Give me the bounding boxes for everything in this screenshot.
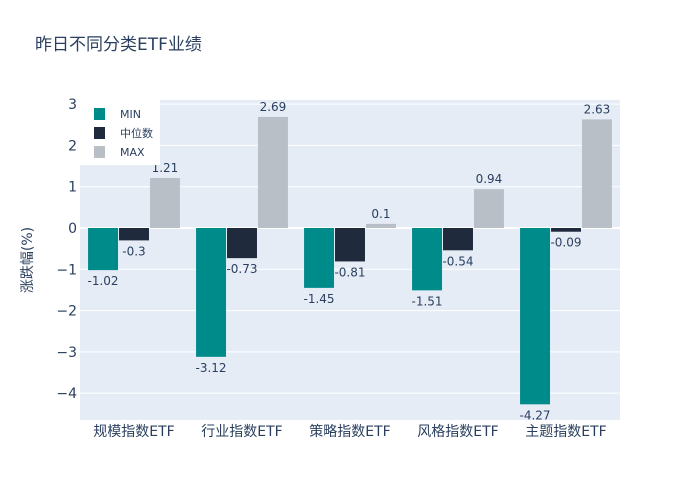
bar-data-label: -0.81 <box>334 265 365 279</box>
legend-swatch[interactable] <box>94 108 105 120</box>
bar[interactable] <box>196 228 227 357</box>
y-tick-label: −2 <box>56 304 77 320</box>
y-tick-label: 2 <box>68 138 77 154</box>
x-tick-label: 规模指数ETF <box>93 424 174 440</box>
legend-background <box>80 100 160 165</box>
legend[interactable]: MIN 中位数 MAX <box>80 100 160 165</box>
x-tick-label: 主题指数ETF <box>525 424 606 440</box>
legend-label[interactable]: MAX <box>120 146 145 159</box>
bar-data-label: 2.69 <box>260 100 287 114</box>
y-tick-label: 1 <box>68 180 77 196</box>
legend-label[interactable]: MIN <box>120 108 141 121</box>
bar[interactable] <box>473 189 504 228</box>
bar[interactable] <box>149 178 180 228</box>
data-labels: -1.02-0.31.21-3.12-0.732.69-1.45-0.810.1… <box>88 100 611 422</box>
bar[interactable] <box>443 228 473 251</box>
y-tick-label: 0 <box>68 221 77 237</box>
bar-data-label: -1.51 <box>412 294 443 308</box>
x-tick-label: 策略指数ETF <box>309 423 390 440</box>
bar[interactable] <box>257 116 288 228</box>
bar[interactable] <box>335 228 365 262</box>
bar-data-label: -4.27 <box>520 408 551 422</box>
bar-data-label: -1.45 <box>304 292 335 306</box>
x-axis: 规模指数ETF 行业指数ETF 策略指数ETF 风格指数ETF 主题指数ETF <box>93 423 606 440</box>
y-tick-label: −3 <box>56 345 77 361</box>
bar-data-label: -0.09 <box>550 236 581 250</box>
y-tick-label: −1 <box>56 262 77 278</box>
y-axis-title: 涨跌幅(%) <box>20 227 36 293</box>
bar-data-label: -3.12 <box>196 361 227 375</box>
legend-swatch[interactable] <box>94 146 105 158</box>
bar-data-label: 2.63 <box>584 102 611 116</box>
bar-data-label: -1.02 <box>88 274 119 288</box>
x-tick-label: 行业指数ETF <box>201 424 282 440</box>
bar-data-label: -0.3 <box>122 244 145 258</box>
bar[interactable] <box>551 228 581 232</box>
bar[interactable] <box>520 228 551 405</box>
bar-data-label: 0.94 <box>476 172 503 186</box>
legend-label[interactable]: 中位数 <box>120 126 153 140</box>
bar[interactable] <box>412 228 443 291</box>
chart-title: 昨日不同分类ETF业绩 <box>35 35 202 55</box>
y-tick-label: 3 <box>68 97 77 113</box>
bar[interactable] <box>88 228 119 271</box>
x-tick-label: 风格指数ETF <box>417 424 498 440</box>
bar[interactable] <box>119 228 149 241</box>
bar[interactable] <box>365 223 396 228</box>
bar-data-label: -0.54 <box>442 254 473 268</box>
y-axis: 3 2 1 0 −1 −2 −3 −4 <box>56 97 77 402</box>
bar-data-label: 0.1 <box>371 207 390 221</box>
y-tick-label: −4 <box>56 386 77 402</box>
bar[interactable] <box>227 228 257 259</box>
bar-data-label: -0.73 <box>226 262 257 276</box>
bars <box>88 116 612 405</box>
bar[interactable] <box>304 228 335 288</box>
bar[interactable] <box>581 119 612 228</box>
legend-swatch[interactable] <box>94 127 105 139</box>
